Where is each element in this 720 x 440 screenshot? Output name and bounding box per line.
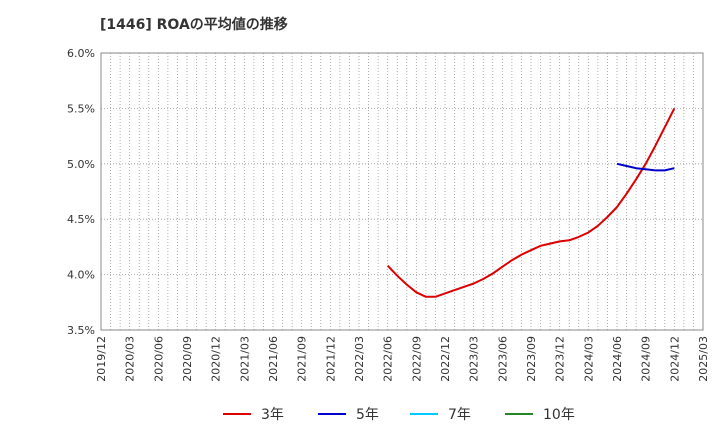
y-tick-label: 5.5% (67, 102, 95, 115)
x-tick-label: 2021/12 (324, 336, 337, 382)
chart-title: [1446] ROAの平均値の推移 (100, 17, 288, 33)
x-tick-label: 2020/09 (181, 336, 194, 382)
x-tick-label: 2023/03 (468, 336, 481, 382)
x-tick-label: 2023/09 (525, 336, 538, 382)
y-tick-label: 3.5% (67, 324, 95, 337)
x-axis-ticks: 2019/12 2020/03 2020/06 2020/09 2020/12 2021/… (95, 336, 710, 382)
x-tick-label: 2024/12 (668, 336, 681, 382)
x-tick-label: 2021/03 (238, 336, 251, 382)
legend-label: 10年 (543, 407, 575, 423)
y-tick-label: 6.0% (67, 47, 95, 60)
legend-label: 5年 (356, 407, 379, 423)
y-tick-label: 4.5% (67, 213, 95, 226)
series-line-3年 (386, 107, 676, 298)
series-line-5年 (616, 162, 675, 172)
x-tick-label: 2024/03 (582, 336, 595, 382)
x-tick-label: 2023/12 (554, 336, 567, 382)
x-tick-label: 2020/06 (152, 336, 165, 382)
legend: 3年 5年 7年 10年 (223, 407, 575, 423)
x-tick-label: 2022/09 (410, 336, 423, 382)
legend-label: 3年 (261, 407, 284, 423)
grid (101, 52, 703, 331)
x-tick-label: 2020/03 (124, 336, 137, 382)
series-lines (386, 107, 676, 298)
x-tick-label: 2022/12 (439, 336, 452, 382)
x-tick-label: 2024/09 (640, 336, 653, 382)
x-tick-label: 2024/06 (611, 336, 624, 382)
plot-frame (100, 52, 704, 331)
y-tick-label: 5.0% (67, 158, 95, 171)
x-tick-label: 2021/06 (267, 336, 280, 382)
x-tick-label: 2022/03 (353, 336, 366, 382)
y-axis-ticks: 3.5% 4.0% 4.5% 5.0% 5.5% 6.0% (67, 47, 95, 337)
x-tick-label: 2020/12 (210, 336, 223, 382)
x-tick-label: 2022/06 (382, 336, 395, 382)
y-tick-label: 4.0% (67, 269, 95, 282)
legend-label: 7年 (448, 407, 471, 423)
x-tick-label: 2023/06 (496, 336, 509, 382)
x-tick-label: 2025/03 (697, 336, 710, 382)
x-tick-label: 2021/09 (296, 336, 309, 382)
x-tick-label: 2019/12 (95, 336, 108, 382)
